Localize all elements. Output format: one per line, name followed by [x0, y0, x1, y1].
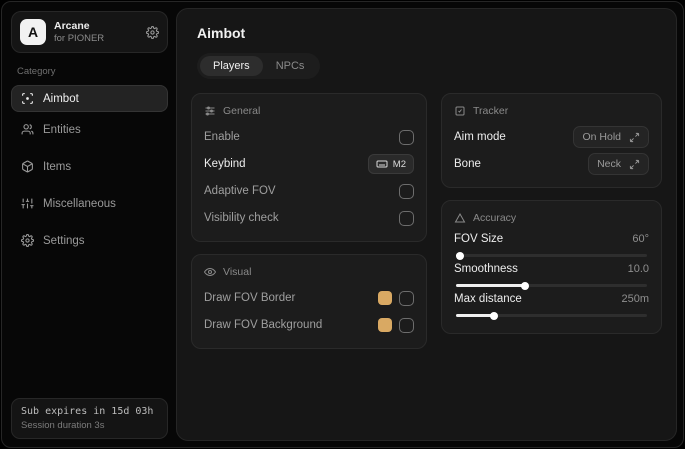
sliders-icon [21, 197, 34, 210]
setting-label: Aim mode [454, 131, 506, 143]
gear-icon [21, 234, 34, 247]
keyboard-icon [376, 158, 388, 170]
bone-value: Neck [597, 158, 621, 170]
smoothness-value: 10.0 [627, 263, 649, 275]
box-icon [21, 160, 34, 173]
tab-npcs[interactable]: NPCs [275, 60, 305, 72]
sidebar-item-label: Aimbot [43, 92, 79, 105]
setting-row-keybind: Keybind M2 [204, 153, 414, 175]
app-subtitle: for PIONER [54, 32, 105, 44]
sidebar-item-label: Miscellaneous [43, 197, 116, 210]
setting-row-smoothness: Smoothness 10.0 [454, 263, 649, 290]
setting-row-fov-size: FOV Size 60° [454, 233, 649, 260]
sidebar: A Arcane for PIONER Category Aimbot [2, 2, 176, 447]
setting-row-bone: Bone Neck [454, 153, 649, 175]
setting-label: Bone [454, 158, 481, 170]
setting-label: Smoothness [454, 263, 518, 275]
aim-mode-value: On Hold [582, 131, 621, 143]
sidebar-item-entities[interactable]: Entities [11, 116, 168, 143]
aim-mode-dropdown[interactable]: On Hold [573, 126, 649, 148]
sub-expiry-text: Sub expires in 15d 03h [21, 406, 154, 417]
users-icon [21, 123, 34, 136]
setting-label: Keybind [204, 158, 246, 170]
visibility-check-checkbox[interactable] [399, 210, 414, 226]
tab-bar: Players NPCs [197, 53, 321, 79]
adjustments-icon [204, 105, 216, 117]
tracker-section: Tracker Aim mode On Hold Bone [441, 93, 662, 188]
slider-thumb[interactable] [520, 281, 529, 290]
sidebar-item-aimbot[interactable]: Aimbot [11, 85, 168, 112]
slider-thumb[interactable] [455, 251, 464, 260]
fov-border-color-swatch[interactable] [378, 291, 392, 305]
adaptive-fov-checkbox[interactable] [399, 183, 414, 199]
page-title: Aimbot [197, 25, 246, 41]
setting-row-fov-border: Draw FOV Border [204, 287, 414, 309]
accuracy-section: Accuracy FOV Size 60° Smoothness [441, 200, 662, 334]
app-logo: A [20, 19, 46, 45]
keybind-value: M2 [392, 158, 406, 170]
session-duration-text: Session duration 3s [21, 420, 105, 431]
fov-background-color-swatch[interactable] [378, 318, 392, 332]
expand-icon [629, 159, 640, 170]
crosshair-icon [21, 92, 34, 105]
visual-section: Visual Draw FOV Border Draw FOV Backgrou… [191, 254, 427, 349]
setting-label: Draw FOV Border [204, 292, 296, 304]
eye-icon [204, 266, 216, 278]
slider-thumb[interactable] [490, 311, 499, 320]
sidebar-item-label: Entities [43, 123, 81, 136]
app-name: Arcane [54, 19, 90, 32]
enable-checkbox[interactable] [399, 129, 414, 145]
section-title: Accuracy [473, 212, 517, 224]
bone-dropdown[interactable]: Neck [588, 153, 649, 175]
setting-row-adaptive-fov: Adaptive FOV [204, 180, 414, 202]
keybind-button[interactable]: M2 [367, 154, 414, 174]
setting-label: FOV Size [454, 233, 504, 245]
max-distance-value: 250m [621, 293, 649, 305]
expand-icon [629, 132, 640, 143]
setting-row-fov-background: Draw FOV Background [204, 314, 414, 336]
sidebar-item-settings[interactable]: Settings [11, 227, 168, 254]
setting-row-visibility-check: Visibility check [204, 207, 414, 229]
subscription-info: Sub expires in 15d 03h Session duration … [11, 398, 168, 439]
setting-label: Draw FOV Background [204, 319, 323, 331]
section-title: Tracker [473, 105, 509, 117]
fov-size-value: 60° [632, 233, 649, 245]
general-section: General Enable Keybind M2 [191, 93, 427, 242]
category-label: Category [17, 66, 56, 77]
setting-row-enable: Enable [204, 126, 414, 148]
gear-icon[interactable] [146, 25, 159, 39]
setting-label: Max distance [454, 293, 522, 305]
setting-row-max-distance: Max distance 250m [454, 293, 649, 320]
main-panel: Aimbot Players NPCs General Enable [176, 8, 677, 441]
triangle-icon [454, 212, 466, 224]
max-distance-slider[interactable] [456, 311, 647, 320]
setting-row-aim-mode: Aim mode On Hold [454, 126, 649, 148]
fov-border-checkbox[interactable] [399, 290, 414, 306]
setting-label: Adaptive FOV [204, 185, 276, 197]
brand-card: A Arcane for PIONER [11, 11, 168, 53]
sidebar-item-label: Settings [43, 234, 85, 247]
sidebar-item-miscellaneous[interactable]: Miscellaneous [11, 190, 168, 217]
frame-icon [454, 105, 466, 117]
sidebar-item-items[interactable]: Items [11, 153, 168, 180]
section-title: Visual [223, 266, 252, 278]
tab-players[interactable]: Players [200, 56, 263, 76]
setting-label: Visibility check [204, 212, 279, 224]
smoothness-slider[interactable] [456, 281, 647, 290]
section-title: General [223, 105, 261, 117]
fov-background-checkbox[interactable] [399, 317, 414, 333]
sidebar-nav: Aimbot Entities Items Miscellaneous [11, 85, 168, 260]
setting-label: Enable [204, 131, 240, 143]
fov-size-slider[interactable] [455, 251, 647, 260]
sidebar-item-label: Items [43, 160, 72, 173]
